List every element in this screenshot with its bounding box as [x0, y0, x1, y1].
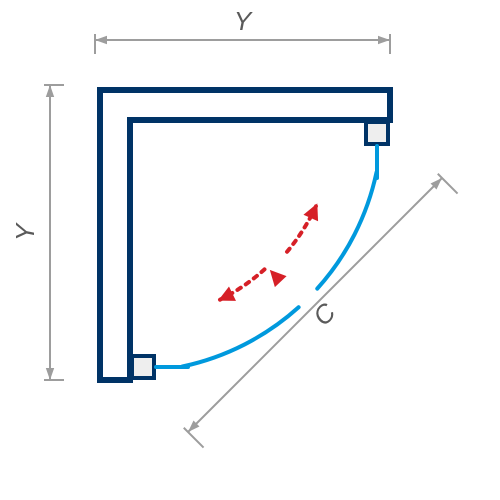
dim-label-left: Y — [10, 222, 40, 241]
bracket-top-right — [366, 122, 388, 144]
background — [0, 0, 500, 500]
bracket-bottom-left — [132, 356, 154, 378]
shower-diagram: YYC — [0, 0, 500, 500]
dim-label-top: Y — [234, 6, 253, 36]
